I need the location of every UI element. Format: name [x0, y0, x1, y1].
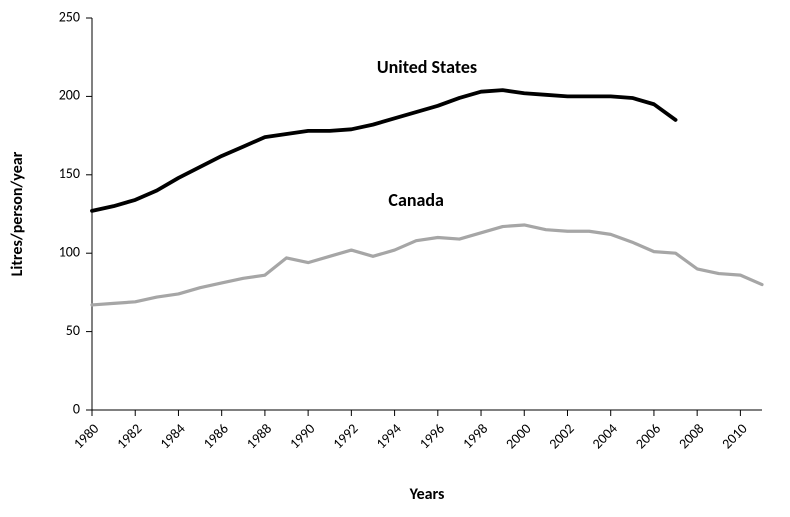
y-tick-label: 0 — [73, 400, 80, 417]
y-tick-label: 50 — [66, 322, 80, 339]
y-axis-title: Litres/person/year — [8, 151, 27, 276]
series-label-0: United States — [377, 56, 477, 78]
y-tick-label: 150 — [59, 165, 80, 182]
line-chart: 0501001502002501980198219841986198819901… — [0, 0, 790, 517]
series-label-1: Canada — [388, 189, 444, 211]
y-tick-label: 250 — [59, 8, 80, 25]
x-axis-title: Years — [409, 485, 445, 504]
chart-container: 0501001502002501980198219841986198819901… — [0, 0, 790, 517]
y-tick-label: 100 — [59, 244, 80, 261]
y-tick-label: 200 — [59, 87, 80, 104]
